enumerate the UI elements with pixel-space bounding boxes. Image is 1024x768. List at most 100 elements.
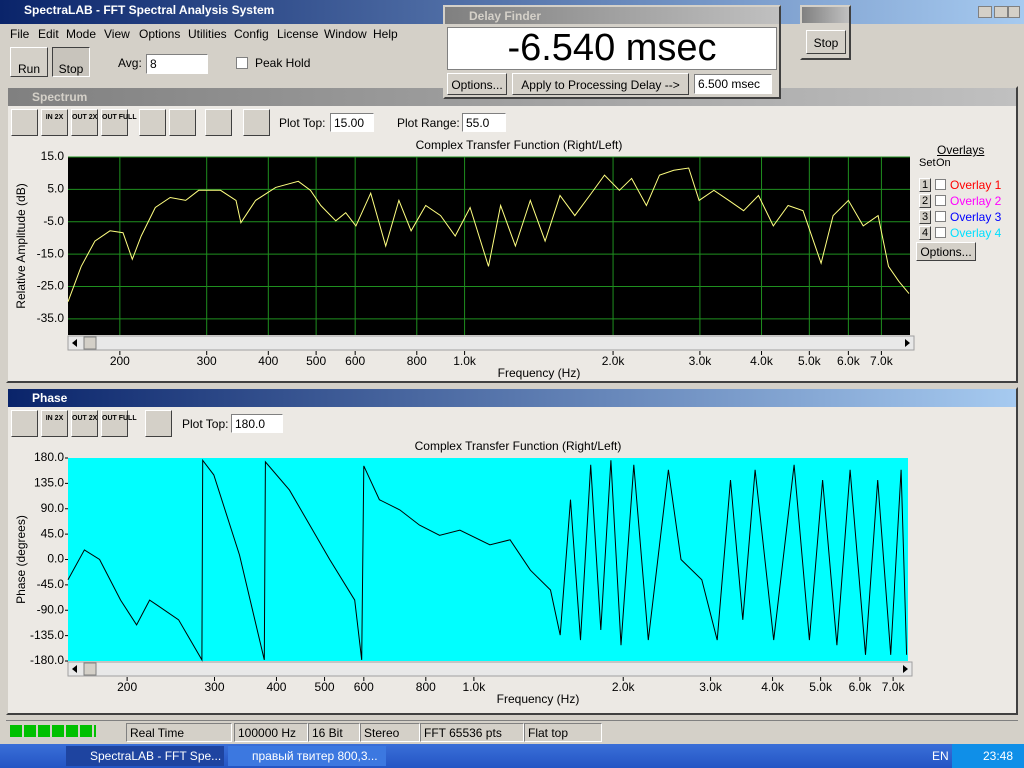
y-tick-label: 5.0 [47,182,64,196]
menu-item[interactable]: Utilities [188,27,227,41]
stop-window-button[interactable]: Stop [806,30,846,54]
zoom-out-button[interactable]: OUT 2X [71,109,98,136]
language: EN [932,749,949,763]
settings-button[interactable] [145,410,172,437]
stop-button[interactable]: Stop [52,47,90,77]
apply-delay-label: Apply to Processing Delay --> [521,78,680,92]
tray [952,744,1024,768]
zoom-out-button[interactable]: OUT 2X [71,410,98,437]
line-mode-button[interactable] [139,109,166,136]
data-line [67,458,908,662]
close[interactable] [1008,6,1020,18]
zoom-button[interactable] [11,410,38,437]
status-mode: Real Time [126,723,232,742]
zoom-full-button[interactable]: OUT FULL [101,410,137,437]
minimize[interactable] [978,6,992,18]
zoom-in-button[interactable]: IN 2X [41,410,68,437]
y-axis-label: Relative Amplitude (dB) [14,183,28,308]
x-axis-label: Frequency (Hz) [498,366,581,380]
settings-button[interactable] [205,109,232,136]
overlay-set[interactable]: 2 [919,194,931,208]
avg-label: Avg: [118,56,142,70]
overlay-set[interactable]: 1 [919,178,931,192]
level-meter [10,725,96,737]
task-label: SpectraLAB - FFT Spe... [90,749,222,763]
overlay-set[interactable]: 4 [919,226,931,240]
delay-options[interactable]: Options... [447,73,507,95]
menu-item[interactable]: Config [234,27,269,41]
phase-title: Phase [32,391,68,405]
overlays-options[interactable]: Options... [916,242,976,261]
bar-mode-button[interactable] [169,109,196,136]
task-item[interactable]: правый твитер 800,3... [228,746,386,766]
overlay-checkbox[interactable] [935,179,946,190]
icon-text: IN 2X [45,415,64,422]
plot-top-value: 180.0 [235,417,266,431]
x-tick-label: 200 [117,680,137,694]
x-tick-label: 1.0k [453,354,477,368]
icon-text: OUT 2X [72,415,98,422]
zoom-full-button[interactable]: OUT FULL [101,109,137,136]
scale-button[interactable] [243,109,270,136]
x-tick-label: 4.0k [750,354,774,368]
stop-window-label: Stop [813,36,839,50]
x-tick-label: 400 [266,680,286,694]
zoom-in-button[interactable]: IN 2X [41,109,68,136]
x-tick-label: 800 [407,354,427,368]
maximize[interactable] [994,6,1008,18]
status-channels: Stereo [360,723,420,742]
plot-area [68,157,910,335]
status-rate: 100000 Hz [234,723,308,742]
menu-item[interactable]: Edit [38,27,59,41]
taskbar: SpectraLAB - FFT Spe... правый твитер 80… [0,744,1024,768]
menu-item[interactable]: Mode [66,27,97,41]
overlay-checkbox[interactable] [935,195,946,206]
y-tick-label: 15.0 [41,149,65,163]
plot-top-label: Plot Top: [279,116,326,130]
y-tick-label: -35.0 [37,311,65,325]
overlay-name: Overlay 4 [950,226,1002,240]
spectrum-title: Spectrum [32,90,88,104]
overlay-name: Overlay 3 [950,210,1002,224]
y-tick-label: -180.0 [30,653,64,667]
overlay-name: Overlay 2 [950,194,1002,208]
apply-delay[interactable]: Apply to Processing Delay --> [512,73,689,95]
menu-item[interactable]: Options [139,27,181,41]
menu-bar: File Edit Mode View Options Utilities Co… [0,24,1024,44]
plot-top-input[interactable]: 180.0 [231,414,283,433]
menu-item[interactable]: License [277,27,319,41]
overlays-on-header: On [936,157,951,169]
task-item[interactable]: SpectraLAB - FFT Spe... [66,746,224,766]
x-tick-label: 6.0k [849,680,873,694]
menu-item[interactable]: File [10,27,30,41]
overlay-checkbox[interactable] [935,211,946,222]
x-tick-label: 6.0k [837,354,861,368]
x-tick-label: 5.0k [809,680,833,694]
x-tick-label: 200 [110,354,130,368]
x-tick-label: 7.0k [870,354,894,368]
y-tick-label: -90.0 [37,602,65,616]
plot-range-input[interactable]: 55.0 [462,113,506,132]
menu-item[interactable]: Help [373,27,398,41]
x-axis-label: Frequency (Hz) [497,692,580,706]
run-button[interactable]: Run [10,47,48,77]
x-tick-label: 600 [354,680,374,694]
menu-item[interactable]: View [104,27,130,41]
avg-value: 8 [150,57,157,71]
avg-dropdown[interactable]: 8 [146,54,208,74]
x-tick-label: 7.0k [882,680,906,694]
y-tick-label: -15.0 [37,246,65,260]
plot-top-input[interactable]: 15.00 [330,113,374,132]
peak-hold-checkbox[interactable] [236,57,248,69]
x-tick-label: 600 [345,354,365,368]
x-tick-label: 300 [204,680,224,694]
scrollbar [67,661,913,677]
overlay-set[interactable]: 3 [919,210,931,224]
scroll-left [72,339,77,347]
delay-field[interactable]: 6.500 msec [694,74,772,94]
zoom-button[interactable] [11,109,38,136]
overlay-checkbox[interactable] [935,227,946,238]
menu-item[interactable]: Window [324,27,367,41]
